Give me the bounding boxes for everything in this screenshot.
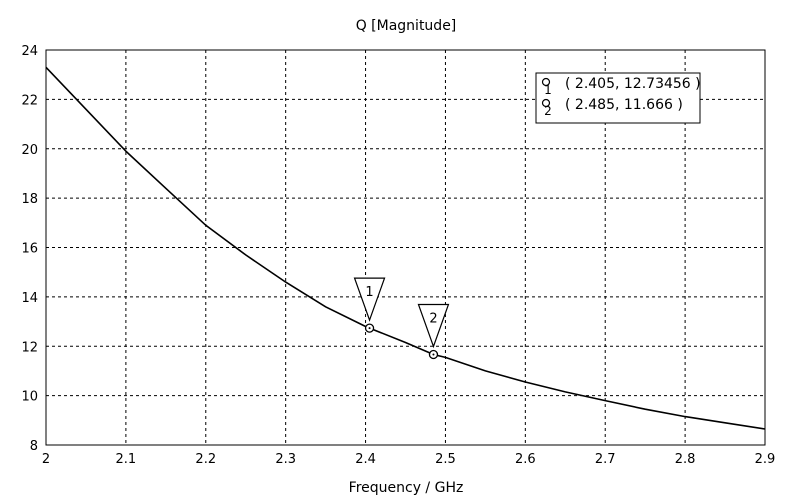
y-tick-label: 24 xyxy=(21,44,38,59)
x-tick-label: 2.3 xyxy=(275,452,296,467)
legend-marker-number: 1 xyxy=(544,83,552,97)
legend-marker-icon xyxy=(541,77,551,87)
x-tick-label: 2.1 xyxy=(116,452,137,467)
y-tick-label: 22 xyxy=(21,93,38,108)
x-tick-label: 2.2 xyxy=(195,452,216,467)
marker-point-dot xyxy=(368,327,371,330)
legend-marker-text: ( 2.405, 12.73456 ) xyxy=(565,76,701,92)
series-layer xyxy=(45,66,766,430)
x-tick-label: 2.4 xyxy=(355,452,376,467)
y-tick-label: 20 xyxy=(21,143,38,158)
series-line xyxy=(45,66,766,430)
x-tick-label: 2.9 xyxy=(755,452,776,467)
legend-marker-number: 2 xyxy=(544,104,552,118)
x-axis-label: Frequency / GHz xyxy=(349,480,464,496)
marker-flag xyxy=(417,303,450,349)
marker-legend: 1 ( 2.405, 12.73456 ) 2 ( 2.485, 11.666 ) xyxy=(535,72,701,124)
x-tick-label: 2 xyxy=(42,452,50,467)
y-tick-label: 12 xyxy=(21,340,38,355)
y-tick-labels: 8 10 12 14 16 18 20 22 24 xyxy=(21,44,38,454)
marker-flag-label: 2 xyxy=(429,311,437,326)
marker-layer: 12 xyxy=(353,277,450,360)
legend-marker-text: ( 2.485, 11.666 ) xyxy=(565,97,683,113)
plot-frame xyxy=(45,49,766,446)
y-tick-label: 14 xyxy=(21,291,38,306)
chart-title: Q [Magnitude] xyxy=(356,18,457,34)
x-tick-label: 2.7 xyxy=(595,452,616,467)
y-tick-label: 18 xyxy=(21,192,38,207)
y-tick-label: 16 xyxy=(21,242,38,257)
legend-box xyxy=(535,72,701,124)
marker-flag xyxy=(353,277,386,322)
x-tick-label: 2.6 xyxy=(515,452,536,467)
x-tick-labels: 2 2.1 2.2 2.3 2.4 2.5 2.6 2.7 2.8 2.9 xyxy=(42,452,775,467)
x-tick-label: 2.8 xyxy=(675,452,696,467)
marker-point-dot xyxy=(432,353,435,356)
marker-flag-label: 1 xyxy=(365,285,373,300)
legend-marker-icon xyxy=(541,98,551,108)
x-tick-label: 2.5 xyxy=(435,452,456,467)
y-tick-label: 8 xyxy=(30,439,38,454)
y-tick-label: 10 xyxy=(21,390,38,405)
